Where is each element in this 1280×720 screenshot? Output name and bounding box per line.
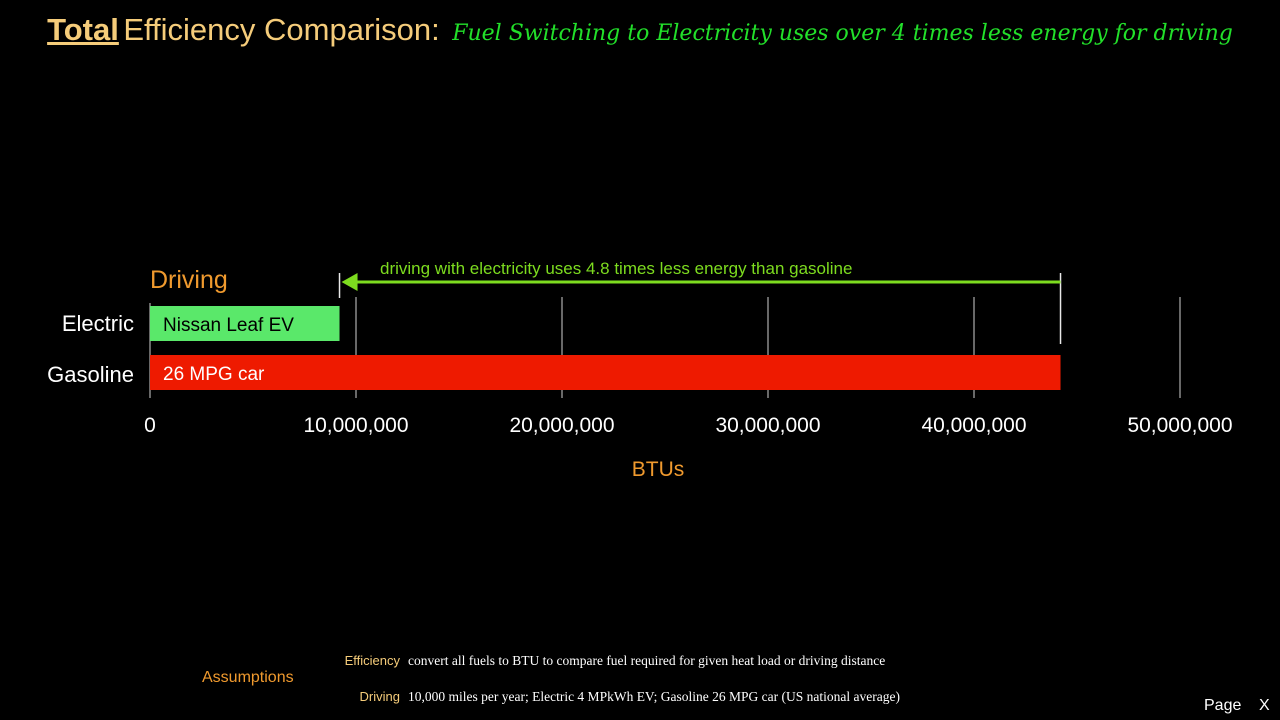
category-label: Electric [62, 311, 134, 336]
page-title: Efficiency Comparison: [123, 12, 440, 47]
assumption-value: 10,000 miles per year; Electric 4 MPkWh … [408, 689, 900, 704]
title-row: Total Efficiency Comparison: Fuel Switch… [0, 12, 1280, 48]
x-tick-label: 40,000,000 [921, 414, 1026, 437]
category-label: Gasoline [47, 362, 134, 387]
x-tick-label: 30,000,000 [715, 414, 820, 437]
close-button[interactable]: X [1259, 697, 1270, 714]
assumption-key: Efficiency [344, 653, 400, 668]
title-emphasis: Total [47, 12, 119, 47]
annotation-arrowhead [341, 273, 358, 291]
assumptions-label: Assumptions [202, 669, 294, 686]
x-tick-label: 50,000,000 [1127, 414, 1232, 437]
assumption-value: convert all fuels to BTU to compare fuel… [408, 653, 886, 668]
x-axis-title: BTUs [632, 458, 685, 481]
bar [150, 306, 340, 341]
assumption-key: Driving [359, 689, 400, 704]
bar-label: 26 MPG car [163, 364, 265, 385]
bar-label: Nissan Leaf EV [163, 315, 294, 336]
section-label: Driving [150, 266, 228, 294]
page-button[interactable]: Page [1204, 697, 1242, 714]
bar [150, 355, 1061, 390]
x-tick-label: 10,000,000 [303, 414, 408, 437]
annotation-text: driving with electricity uses 4.8 times … [380, 259, 852, 278]
x-tick-label: 20,000,000 [509, 414, 614, 437]
x-tick-label: 0 [144, 414, 156, 437]
page-subtitle: Fuel Switching to Electricity uses over … [452, 21, 1233, 46]
